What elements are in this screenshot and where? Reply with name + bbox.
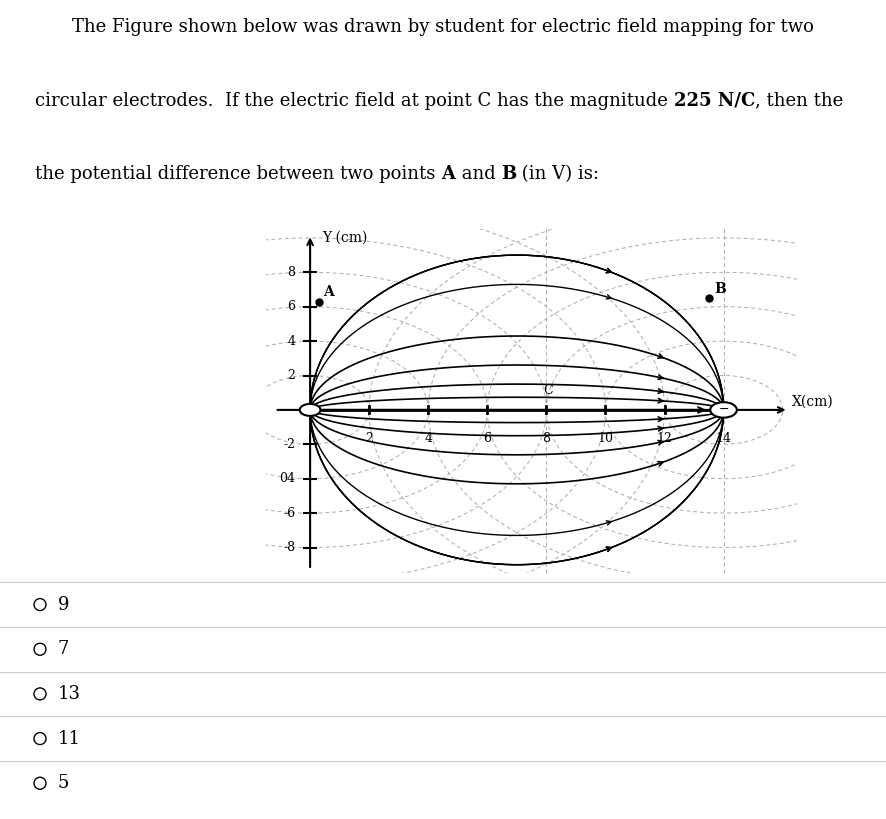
Circle shape [711, 402, 737, 418]
Text: 2: 2 [365, 432, 373, 446]
Text: 6: 6 [483, 432, 492, 446]
Text: (in V) is:: (in V) is: [517, 165, 599, 183]
Text: A: A [441, 165, 455, 183]
Text: 7: 7 [58, 640, 69, 658]
Circle shape [299, 404, 321, 416]
Text: 13: 13 [58, 685, 81, 703]
Text: 9: 9 [58, 595, 69, 613]
Text: The Figure shown below was drawn by student for electric field mapping for two: The Figure shown below was drawn by stud… [72, 18, 814, 36]
Text: B: B [715, 282, 727, 296]
Text: 4: 4 [287, 335, 295, 347]
Text: 11: 11 [58, 730, 81, 748]
Text: 5: 5 [58, 774, 69, 792]
Text: X(cm): X(cm) [791, 394, 833, 409]
Text: B: B [501, 165, 517, 183]
Text: -8: -8 [284, 541, 295, 554]
Text: −: − [719, 404, 729, 416]
Text: 225 N/C: 225 N/C [674, 92, 756, 110]
Text: 2: 2 [287, 369, 295, 382]
Text: C: C [543, 384, 553, 397]
Text: Y (cm): Y (cm) [322, 231, 368, 245]
Text: -6: -6 [284, 507, 295, 519]
Text: the potential difference between two points: the potential difference between two poi… [35, 165, 441, 183]
Text: -2: -2 [284, 438, 295, 450]
Text: 4: 4 [424, 432, 432, 446]
Text: , then the: , then the [756, 92, 843, 110]
Text: circular electrodes.  If the electric field at point C has the magnitude: circular electrodes. If the electric fie… [35, 92, 674, 110]
Text: 6: 6 [287, 301, 295, 313]
Text: 12: 12 [657, 432, 672, 446]
Text: A: A [323, 285, 334, 300]
Text: 04: 04 [279, 473, 295, 485]
Text: 14: 14 [716, 432, 732, 446]
Text: and: and [455, 165, 501, 183]
Text: 10: 10 [597, 432, 613, 446]
Text: 8: 8 [542, 432, 550, 446]
Text: 8: 8 [287, 266, 295, 278]
